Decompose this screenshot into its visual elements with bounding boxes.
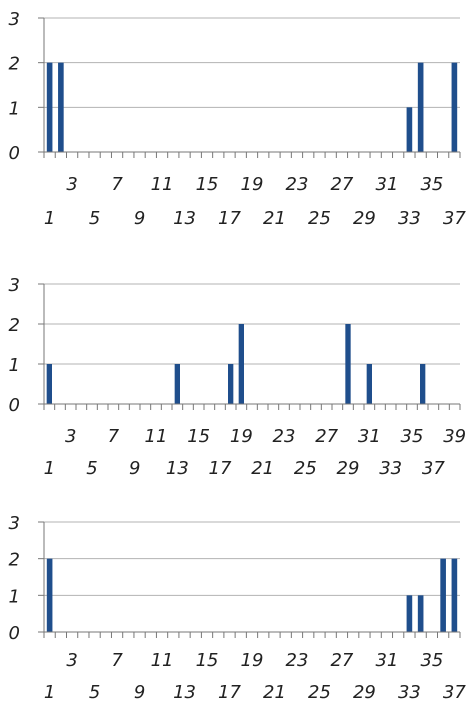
x-tick-label: 19 (241, 650, 264, 671)
y-tick-label: 0 (9, 395, 20, 416)
x-tick-label: 15 (196, 174, 219, 195)
y-tick-label: 0 (9, 623, 20, 644)
x-tick-label: 39 (443, 426, 466, 447)
bar (345, 324, 351, 404)
bar (417, 62, 424, 152)
x-tick-label: 19 (230, 426, 253, 447)
x-tick-label: 7 (111, 174, 123, 195)
x-tick-label: 27 (315, 426, 338, 447)
x-tick-label: 29 (353, 208, 376, 229)
x-tick-label: 23 (273, 426, 296, 447)
bar (366, 364, 372, 404)
bar (406, 107, 413, 152)
x-tick-label: 9 (129, 458, 140, 479)
x-tick-label: 21 (251, 458, 274, 479)
x-tick-label: 37 (422, 458, 445, 479)
x-tick-label: 13 (173, 208, 196, 229)
x-tick-label: 23 (286, 650, 309, 671)
x-tick-label: 27 (330, 650, 353, 671)
x-tick-label: 21 (263, 208, 286, 229)
bar (451, 62, 458, 152)
x-tick-label: 11 (151, 650, 174, 671)
x-tick-label: 15 (187, 426, 210, 447)
bar (228, 364, 234, 404)
y-tick-label: 3 (9, 513, 20, 534)
y-tick-label: 1 (9, 355, 20, 376)
bar (440, 558, 446, 632)
bar (406, 595, 413, 632)
x-tick-label: 35 (420, 174, 443, 195)
x-tick-label: 1 (44, 682, 55, 703)
x-tick-label: 37 (443, 682, 466, 703)
x-tick-label: 13 (173, 682, 196, 703)
y-tick-label: 0 (9, 143, 20, 164)
x-tick-label: 15 (196, 650, 219, 671)
bar-chart-2: 0 1 2 3 3 7 11 15 19 23 27 31 35 39 1 5 9 13 17 21 25 29 33 37 (0, 262, 470, 480)
x-tick-label: 25 (294, 458, 317, 479)
y-tick-label: 1 (9, 586, 20, 607)
x-tick-label: 3 (65, 426, 76, 447)
x-tick-label: 25 (308, 208, 331, 229)
x-tick-label: 17 (218, 682, 241, 703)
x-tick-label: 19 (241, 174, 264, 195)
x-tick-label: 33 (398, 208, 421, 229)
x-tick-label: 13 (166, 458, 189, 479)
x-tick-label: 1 (44, 208, 55, 229)
x-tick-label: 1 (44, 458, 55, 479)
bar (58, 62, 64, 152)
x-tick-label: 7 (111, 650, 123, 671)
y-tick-label: 3 (9, 275, 20, 296)
bar-chart-3: 0 1 2 3 3 7 11 15 19 23 27 31 35 1 5 9 13 17 21 25 29 33 37 (0, 506, 470, 704)
y-tick-label: 3 (9, 9, 20, 30)
bar (46, 364, 52, 404)
x-tick-label: 17 (218, 208, 241, 229)
y-tick-label: 2 (9, 550, 20, 571)
x-tick-label: 37 (443, 208, 466, 229)
y-tick-label: 2 (9, 54, 20, 75)
bar (238, 324, 244, 404)
bar (46, 558, 53, 632)
x-tick-label: 31 (375, 174, 398, 195)
x-tick-label: 23 (286, 174, 309, 195)
x-tick-label: 11 (145, 426, 168, 447)
x-tick-label: 33 (398, 682, 421, 703)
x-tick-label: 31 (358, 426, 381, 447)
x-tick-label: 33 (379, 458, 402, 479)
x-tick-label: 5 (89, 208, 100, 229)
y-tick-label: 1 (9, 98, 20, 119)
x-tick-label: 5 (89, 682, 100, 703)
bar-chart-1: 0 1 2 3 3 7 11 15 19 23 27 31 35 1 5 9 13 17 21 25 29 33 37 (0, 0, 470, 240)
bar (174, 364, 180, 404)
bar (417, 595, 424, 632)
x-tick-label: 9 (134, 208, 145, 229)
x-tick-label: 27 (330, 174, 353, 195)
x-tick-label: 29 (337, 458, 360, 479)
x-tick-label: 9 (134, 682, 145, 703)
x-tick-label: 5 (86, 458, 97, 479)
x-tick-label: 31 (375, 650, 398, 671)
bar (451, 558, 458, 632)
x-tick-label: 21 (263, 682, 286, 703)
x-tick-label: 11 (151, 174, 174, 195)
x-tick-label: 35 (420, 650, 443, 671)
x-tick-label: 3 (66, 650, 77, 671)
bar (46, 62, 53, 152)
x-tick-label: 3 (66, 174, 77, 195)
x-tick-label: 35 (401, 426, 424, 447)
x-tick-label: 29 (353, 682, 376, 703)
x-tick-label: 25 (308, 682, 331, 703)
x-tick-label: 17 (209, 458, 232, 479)
y-tick-label: 2 (9, 315, 20, 336)
x-tick-label: 7 (108, 426, 120, 447)
bar (420, 364, 426, 404)
